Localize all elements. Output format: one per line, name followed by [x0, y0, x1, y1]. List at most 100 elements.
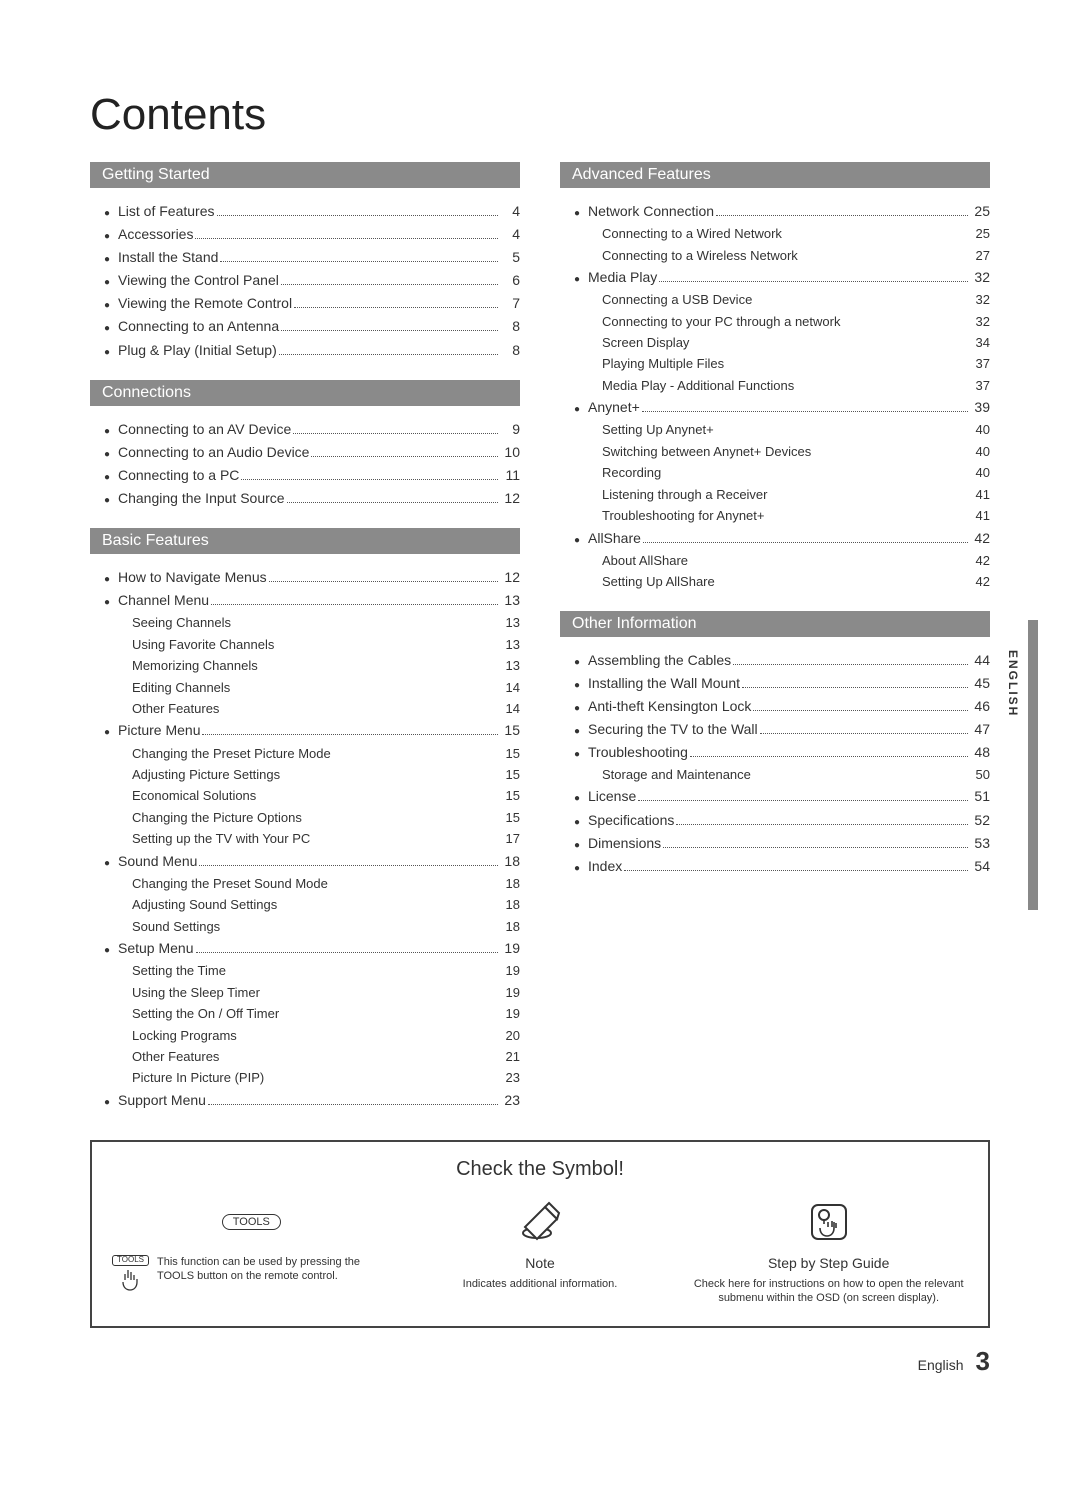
toc-subitem: Connecting to your PC through a network3…: [560, 311, 990, 332]
toc-subitem-label: Setting the Time: [132, 960, 500, 981]
symbol-desc: Check here for instructions on how to op…: [689, 1277, 968, 1306]
toc-item: ●Picture Menu15: [90, 719, 520, 742]
toc-subitem: Memorizing Channels13: [90, 655, 520, 676]
toc-subitem: Setting up the TV with Your PC17: [90, 828, 520, 849]
toc-item: ●Media Play32: [560, 266, 990, 289]
toc-item-label: How to Navigate Menus: [118, 566, 267, 589]
toc-subitem: Editing Channels14: [90, 677, 520, 698]
toc-subitem-page: 13: [500, 612, 520, 633]
toc-subitem-page: 41: [970, 484, 990, 505]
toc-subitem: Setting Up AllShare42: [560, 571, 990, 592]
leader-dots: [690, 756, 968, 757]
toc-subitem: Playing Multiple Files37: [560, 353, 990, 374]
leader-dots: [642, 411, 968, 412]
symbol-label: Step by Step Guide: [689, 1255, 968, 1271]
toc-right-column: Advanced Features ●Network Connection25Co…: [560, 162, 990, 1112]
toc-subitem-label: Switching between Anynet+ Devices: [602, 441, 970, 462]
guide-icon: [689, 1195, 968, 1249]
toc-item-label: Changing the Input Source: [118, 487, 285, 510]
toc-item-page: 19: [500, 937, 520, 960]
toc-subitem: Using the Sleep Timer19: [90, 982, 520, 1003]
toc-subitem: Adjusting Picture Settings15: [90, 764, 520, 785]
bullet-icon: ●: [104, 252, 118, 269]
toc-subitem-label: Setting up the TV with Your PC: [132, 828, 500, 849]
toc-subitem-page: 15: [500, 743, 520, 764]
section-header: Advanced Features: [560, 162, 990, 188]
toc-item: ●Anynet+39: [560, 396, 990, 419]
footer-lang: English: [918, 1357, 964, 1373]
toc-subitem-page: 13: [500, 634, 520, 655]
toc-list: ●How to Navigate Menus12●Channel Menu13S…: [90, 566, 520, 1112]
bullet-icon: ●: [574, 533, 588, 550]
toc-item-page: 48: [970, 741, 990, 764]
toc-subitem-page: 19: [500, 960, 520, 981]
toc-item-label: License: [588, 785, 636, 808]
toc-item: ●Index54: [560, 855, 990, 878]
symbol-cell-guide: Step by Step Guide Check here for instru…: [689, 1195, 968, 1306]
symbol-box-title: Check the Symbol!: [112, 1158, 968, 1181]
toc-subitem-page: 19: [500, 982, 520, 1003]
toc-list: ●Network Connection25Connecting to a Wir…: [560, 200, 990, 593]
toc-item-label: List of Features: [118, 200, 215, 223]
toc-subitem-page: 17: [500, 828, 520, 849]
toc-subitem: Setting Up Anynet+40: [560, 419, 990, 440]
toc-item-label: Setup Menu: [118, 937, 194, 960]
bullet-icon: ●: [104, 943, 118, 960]
toc-item-label: Connecting to an Antenna: [118, 315, 279, 338]
toc-item-label: Installing the Wall Mount: [588, 672, 740, 695]
footer-page-number: 3: [976, 1346, 990, 1377]
toc-item: ●Support Menu23: [90, 1089, 520, 1112]
toc-item-page: 12: [500, 487, 520, 510]
bullet-icon: ●: [104, 206, 118, 223]
leader-dots: [753, 710, 968, 711]
leader-dots: [742, 687, 968, 688]
bullet-icon: ●: [104, 725, 118, 742]
toc-item: ●AllShare42: [560, 527, 990, 550]
toc-subitem: Storage and Maintenance50: [560, 764, 990, 785]
toc-subitem-label: Connecting to a Wired Network: [602, 223, 970, 244]
toc-subitem-label: Other Features: [132, 698, 500, 719]
leader-dots: [716, 215, 968, 216]
bullet-icon: ●: [574, 402, 588, 419]
toc-item-label: Picture Menu: [118, 719, 200, 742]
language-side-tab: ENGLISH: [1006, 650, 1020, 717]
toc-subitem: Using Favorite Channels13: [90, 634, 520, 655]
toc-item-label: Securing the TV to the Wall: [588, 718, 758, 741]
toc-item-page: 42: [970, 527, 990, 550]
bullet-icon: ●: [104, 424, 118, 441]
leader-dots: [733, 664, 968, 665]
toc-item-label: Install the Stand: [118, 246, 218, 269]
toc-item-page: 25: [970, 200, 990, 223]
bullet-icon: ●: [104, 321, 118, 338]
toc-subitem-label: Storage and Maintenance: [602, 764, 970, 785]
toc-item-page: 18: [500, 850, 520, 873]
bullet-icon: ●: [574, 815, 588, 832]
bullet-icon: ●: [104, 229, 118, 246]
leader-dots: [269, 581, 498, 582]
leader-dots: [281, 284, 498, 285]
symbol-cell-tools: TOOLS TOOLS This function can be used by…: [112, 1195, 391, 1306]
toc-item: ●Anti-theft Kensington Lock46: [560, 695, 990, 718]
toc-item-page: 23: [500, 1089, 520, 1112]
leader-dots: [208, 1104, 498, 1105]
leader-dots: [202, 734, 498, 735]
toc-item: ●Viewing the Control Panel6: [90, 269, 520, 292]
leader-dots: [311, 456, 498, 457]
toc-subitem: Economical Solutions15: [90, 785, 520, 806]
leader-dots: [293, 433, 498, 434]
toc-item-label: Troubleshooting: [588, 741, 688, 764]
toc-subitem: Picture In Picture (PIP)23: [90, 1067, 520, 1088]
toc-subitem-page: 23: [500, 1067, 520, 1088]
toc-subitem-label: Seeing Channels: [132, 612, 500, 633]
toc-item-page: 5: [500, 246, 520, 269]
toc-subitem-label: Changing the Preset Picture Mode: [132, 743, 500, 764]
toc-subitem: Connecting to a Wired Network25: [560, 223, 990, 244]
toc-item-page: 7: [500, 292, 520, 315]
toc-left-column: Getting Started●List of Features4●Access…: [90, 162, 520, 1112]
toc-list: ●Connecting to an AV Device9●Connecting …: [90, 418, 520, 510]
symbol-desc: This function can be used by pressing th…: [157, 1255, 391, 1284]
toc-subitem: Troubleshooting for Anynet+41: [560, 505, 990, 526]
toc-subitem-label: Sound Settings: [132, 916, 500, 937]
toc-subitem-label: Screen Display: [602, 332, 970, 353]
leader-dots: [760, 733, 968, 734]
